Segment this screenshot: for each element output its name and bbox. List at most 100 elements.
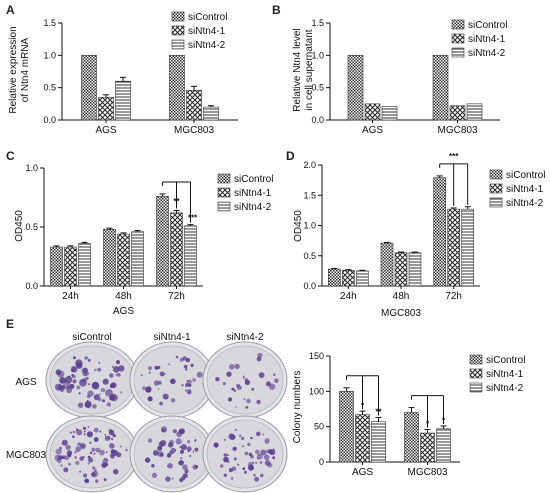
colony-dot — [109, 395, 115, 401]
colony-dot — [77, 442, 82, 446]
sig-label: ** — [173, 197, 180, 206]
colony-dot — [159, 453, 164, 457]
x-tick-label-b: AGS — [362, 125, 383, 136]
colony-dot — [268, 449, 273, 453]
colony-dot — [237, 385, 242, 391]
y-tick-label: 1.5 — [43, 18, 56, 28]
colony-dot — [175, 438, 182, 445]
colony-dot — [149, 386, 151, 389]
colony-dot — [68, 462, 71, 466]
legend-swatch-c — [217, 187, 231, 198]
colony-plates-image: siControl siNtn4-1 siNtn4-2 AGS MGC803 — [6, 332, 288, 493]
bar-d-24h-s1 — [328, 268, 341, 287]
colony-dot — [92, 404, 97, 409]
colony-dot — [238, 434, 242, 438]
x-tick-label-d: 72h — [445, 291, 462, 302]
colony-dot — [153, 380, 160, 386]
colony-dot — [120, 445, 123, 448]
colony-dot — [157, 388, 160, 390]
bar-c-48h-s1 — [103, 229, 116, 287]
colony-dot — [148, 366, 152, 371]
colony-dot — [116, 360, 120, 365]
colony-dot — [101, 462, 107, 468]
colony-dot — [235, 406, 238, 408]
y-axis-label-b: Relative Ntn4 level — [292, 28, 303, 111]
x-tick-label-e: AGS — [352, 467, 373, 478]
colony-dot — [250, 455, 254, 459]
chart-b-supernatant: 0.0 0.5 1.0 1.5 Relative Ntn4 level in cell s… — [292, 18, 507, 136]
colony-dot — [55, 383, 63, 391]
x-tick-label-a: MGC803 — [174, 125, 214, 136]
colony-dot — [87, 455, 91, 459]
colony-dot — [55, 448, 62, 455]
colony-dot — [104, 434, 107, 436]
colony-dot — [264, 438, 270, 444]
sig-label: * — [361, 401, 365, 410]
colony-dot — [98, 361, 101, 364]
legend-swatch-a — [171, 39, 185, 50]
colony-dot — [84, 401, 92, 408]
colony-dot — [77, 402, 84, 408]
bar-e-ags-s1 — [339, 391, 354, 463]
bar-b-ags-s1 — [347, 55, 364, 121]
colony-dot — [157, 445, 163, 451]
colony-dot — [72, 430, 76, 434]
sig-label: * — [426, 419, 430, 428]
colony-dot — [255, 449, 260, 454]
colony-dot — [82, 456, 85, 459]
colony-dot — [74, 451, 77, 454]
legend-label-b: siNtn4-1 — [468, 34, 506, 45]
colony-dot — [73, 356, 76, 360]
colony-dot — [226, 454, 229, 457]
colony-dot — [223, 473, 227, 477]
colony-dot — [170, 447, 176, 454]
colony-dot — [162, 393, 169, 400]
colony-dot — [91, 447, 96, 452]
colony-dot — [72, 379, 77, 384]
legend-label-a: siControl — [188, 12, 227, 23]
colony-dot — [111, 365, 114, 368]
colony-dot — [91, 470, 99, 478]
x-tick-label-c: 48h — [115, 291, 132, 302]
colony-dot — [250, 436, 253, 440]
colony-dot — [196, 371, 203, 378]
sig-label: *** — [188, 213, 198, 222]
bar-c-72h-s3 — [184, 225, 197, 287]
legend-swatch-d — [489, 197, 503, 208]
legend-swatch-b — [451, 19, 465, 30]
x-axis-label-c: AGS — [113, 306, 134, 317]
colony-dot — [67, 453, 72, 458]
colony-dot — [102, 378, 109, 385]
bar-a-mgc803-s1 — [169, 55, 185, 121]
bar-c-48h-s2 — [117, 233, 130, 287]
y-axis-label-a: of Ntn4 mRNA — [20, 37, 31, 102]
colony-dot — [219, 464, 224, 468]
bar-a-mgc803-s3 — [203, 106, 219, 121]
colony-dot — [144, 457, 151, 463]
colony-dot — [246, 398, 251, 404]
colony-dot — [75, 460, 80, 465]
bar-c-24h-s2 — [64, 246, 77, 287]
colony-dot — [268, 383, 276, 390]
colony-dot — [245, 406, 249, 409]
colony-dot — [184, 389, 187, 392]
colony-dot — [97, 367, 102, 372]
colony-dot — [105, 458, 109, 461]
colony-dot — [81, 445, 84, 448]
colony-dot — [100, 387, 106, 393]
bar-d-48h-s2 — [394, 252, 408, 287]
chart-a-mrna: 0.0 0.5 1.0 1.5 Relative expression of Ntn4 m… — [8, 11, 238, 136]
colony-dot — [76, 429, 83, 436]
colony-dot — [72, 374, 76, 379]
colony-dot — [69, 383, 75, 389]
colony-dot — [87, 406, 90, 409]
colony-dot — [86, 400, 89, 403]
colony-dot — [231, 387, 235, 391]
bar-b-ags-s2 — [364, 103, 381, 121]
plate-row-label-ags: AGS — [15, 377, 36, 388]
colony-dot — [182, 464, 188, 470]
legend-label-c: siNtn4-1 — [234, 188, 272, 199]
colony-dot — [179, 357, 184, 362]
colony-dot — [108, 429, 115, 436]
bar-e-ags-s3 — [371, 421, 386, 463]
